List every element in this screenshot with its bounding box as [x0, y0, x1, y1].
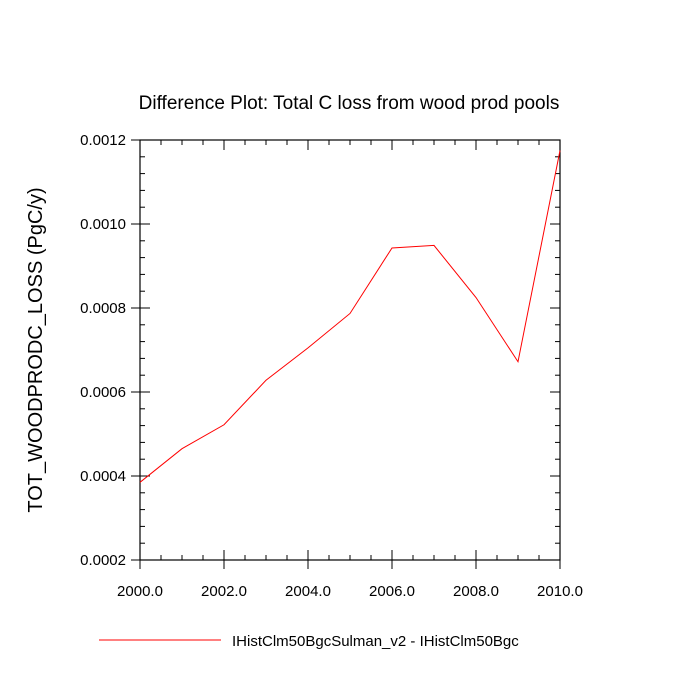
legend-label: IHistClm50BgcSulman_v2 - IHistClm50Bgc [232, 633, 519, 650]
y-tick-label: 0.0012 [80, 132, 126, 149]
chart-title: Difference Plot: Total C loss from wood … [139, 93, 560, 114]
legend: IHistClm50BgcSulman_v2 - IHistClm50Bgc [99, 633, 519, 650]
x-tick-label: 2002.0 [201, 583, 247, 600]
y-tick-label: 0.0004 [80, 468, 126, 485]
series-lines [139, 150, 561, 483]
x-tick-label: 2010.0 [537, 583, 583, 600]
series-line [139, 150, 561, 483]
x-tick-label: 2004.0 [285, 583, 331, 600]
y-tick-label: 0.0006 [80, 384, 126, 401]
x-tick-label: 2008.0 [453, 583, 499, 600]
y-axis-label: TOT_WOODPRODC_LOSS (PgC/y) [25, 187, 47, 512]
plot-frame [139, 139, 561, 561]
axis-tick-labels: 2000.0 2002.0 2004.0 2006.0 2008.0 2010.0 0.00… [80, 132, 583, 600]
y-tick-label: 0.0010 [80, 216, 126, 233]
axis-ticks [131, 139, 561, 569]
x-tick-label: 2000.0 [117, 583, 163, 600]
y-tick-label: 0.0008 [80, 300, 126, 317]
y-tick-label: 0.0002 [80, 552, 126, 569]
x-tick-label: 2006.0 [369, 583, 415, 600]
